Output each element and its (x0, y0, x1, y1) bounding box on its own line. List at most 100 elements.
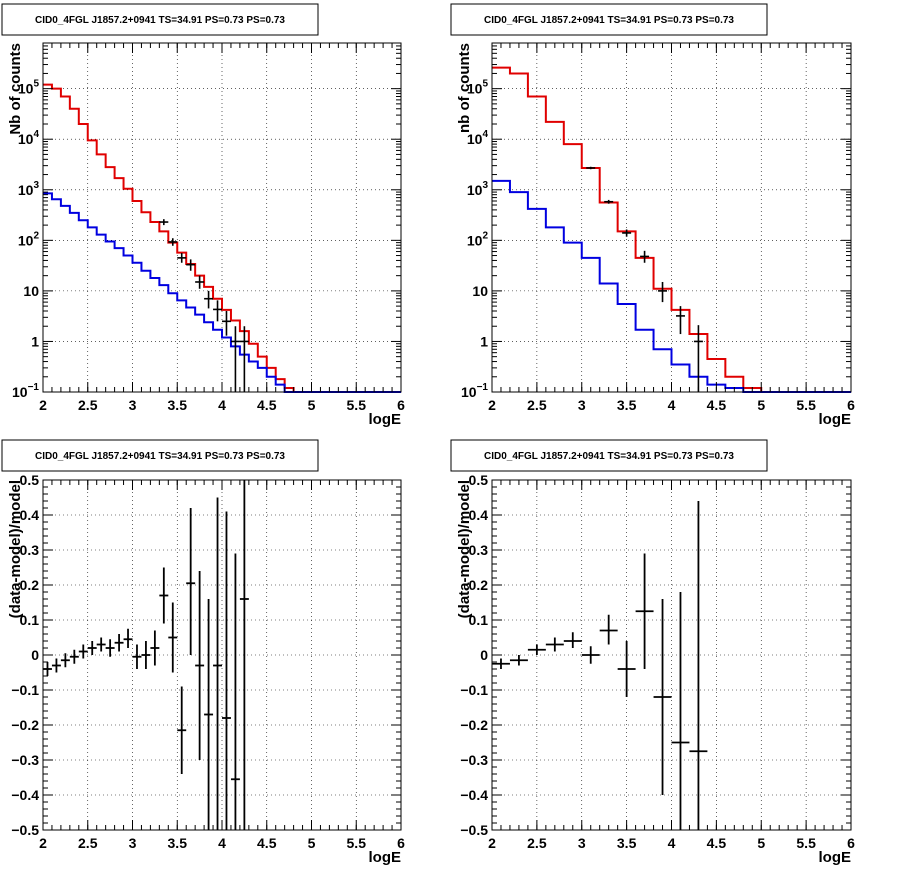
data-point (159, 219, 169, 226)
y-tick-label: 104 (467, 129, 489, 147)
series-layer (43, 480, 249, 830)
residual-point (653, 599, 672, 795)
residual-point (545, 637, 564, 652)
x-tick-label: 3 (129, 835, 137, 851)
x-tick-label: 2.5 (527, 835, 547, 851)
residual-point (671, 592, 690, 830)
x-tick-label: 4.5 (707, 835, 727, 851)
y-tick-label: 0.1 (20, 612, 40, 628)
x-tick-label: 5 (308, 835, 316, 851)
residual-point (509, 655, 528, 666)
data-point (586, 166, 596, 170)
y-tick-label: 10 (472, 283, 488, 299)
y-tick-label: 0.5 (469, 472, 489, 488)
residual-point (222, 511, 231, 830)
axis-ticks: 2 2.5 3 3.5 4 4.5 5 5.5 6 10−1 1 10 102 103 104 105 (12, 43, 405, 413)
y-axis-label: (data-model)/model (456, 480, 473, 618)
x-tick-label: 3 (578, 397, 586, 413)
x-tick-label: 2 (39, 835, 47, 851)
data-point (204, 290, 214, 309)
residual-point (563, 632, 582, 648)
residual-point (69, 649, 79, 664)
x-tick-label: 3 (129, 397, 137, 413)
y-tick-label: 105 (18, 79, 40, 97)
y-tick-label: 103 (467, 180, 489, 198)
data-point (230, 326, 240, 392)
data-point (693, 325, 703, 392)
residual-point (177, 686, 187, 774)
y-axis-label: (data-model)/model (7, 480, 24, 618)
x-tick-label: 3 (578, 835, 586, 851)
data-point (177, 253, 187, 263)
model-component-line (492, 179, 851, 393)
y-tick-label: 1 (480, 333, 488, 349)
x-tick-label: 5 (757, 835, 765, 851)
x-tick-label: 3.5 (617, 835, 637, 851)
pad-title-box (1, 3, 319, 36)
spectrum-pad-right: CID0_4FGL J1857.2+0941 TS=34.91 PS=0.73 … (450, 3, 855, 428)
y-tick-label: −0.1 (11, 682, 39, 698)
x-tick-label: 3.5 (617, 397, 637, 413)
y-tick-label: −0.1 (460, 682, 488, 698)
residual-point (150, 630, 160, 666)
x-tick-label: 6 (847, 397, 855, 413)
x-axis-label: logE (819, 411, 852, 428)
x-tick-label: 3.5 (168, 397, 188, 413)
residual-pad-right: CID0_4FGL J1857.2+0941 TS=34.91 PS=0.73 … (450, 439, 855, 866)
y-tick-label: 105 (467, 79, 489, 97)
y-tick-label: 10−1 (12, 382, 39, 400)
chart-title: CID0_4FGL J1857.2+0941 TS=34.91 PS=0.73 … (35, 15, 285, 26)
data-point (675, 306, 685, 335)
data-point (658, 281, 668, 303)
residual-point (105, 639, 115, 657)
y-tick-label: 0.2 (469, 577, 489, 593)
grid (43, 43, 401, 392)
pad-title-box (450, 3, 768, 36)
x-tick-label: 5.5 (347, 397, 367, 413)
axis-ticks: 2 2.5 3 3.5 4 4.5 5 5.5 6 −0.5 −0.4 −0.3 −0.2 −0.1 0 0.… (460, 472, 855, 851)
x-tick-label: 4 (218, 397, 226, 413)
data-point (640, 250, 650, 263)
residual-point (599, 614, 618, 645)
x-tick-label: 2 (488, 397, 496, 413)
residual-point (527, 644, 546, 655)
x-tick-label: 2 (488, 835, 496, 851)
x-tick-label: 2 (39, 397, 47, 413)
y-axis-label: nb of counts (456, 43, 473, 133)
y-tick-label: 0.3 (20, 542, 40, 558)
y-tick-label: 0.4 (469, 507, 489, 523)
y-tick-label: 10 (23, 283, 39, 299)
y-tick-label: 1 (31, 333, 39, 349)
x-axis-label: logE (369, 411, 402, 428)
y-tick-label: 102 (467, 230, 489, 248)
y-tick-label: 103 (18, 180, 40, 198)
residual-point (230, 553, 240, 830)
y-tick-label: −0.5 (460, 822, 488, 838)
y-tick-label: 0.5 (20, 472, 40, 488)
y-tick-label: 10−1 (461, 382, 488, 400)
residual-point (635, 553, 654, 669)
y-tick-label: −0.5 (11, 822, 39, 838)
y-tick-label: 0 (31, 647, 39, 663)
data-point (168, 238, 178, 246)
data-point (186, 259, 196, 271)
x-tick-label: 4 (668, 835, 676, 851)
grid (492, 480, 851, 830)
x-tick-label: 5.5 (796, 835, 816, 851)
data-point (222, 311, 231, 336)
residual-point (96, 637, 106, 652)
chart-title: CID0_4FGL J1857.2+0941 TS=34.91 PS=0.73 … (484, 15, 734, 26)
residual-point (617, 641, 636, 697)
residual-point (239, 480, 249, 830)
x-tick-label: 5.5 (796, 397, 816, 413)
y-tick-label: −0.3 (460, 752, 488, 768)
chart-title: CID0_4FGL J1857.2+0941 TS=34.91 PS=0.73 … (35, 451, 285, 462)
residual-point (60, 653, 70, 668)
residual-pad-left: CID0_4FGL J1857.2+0941 TS=34.91 PS=0.73 … (1, 439, 405, 866)
spectrum-pad-left: CID0_4FGL J1857.2+0941 TS=34.91 PS=0.73 … (1, 3, 405, 428)
x-axis-label: logE (819, 849, 852, 866)
y-tick-label: −0.4 (460, 787, 488, 803)
y-tick-label: 0.3 (469, 542, 489, 558)
data-point (239, 326, 249, 392)
